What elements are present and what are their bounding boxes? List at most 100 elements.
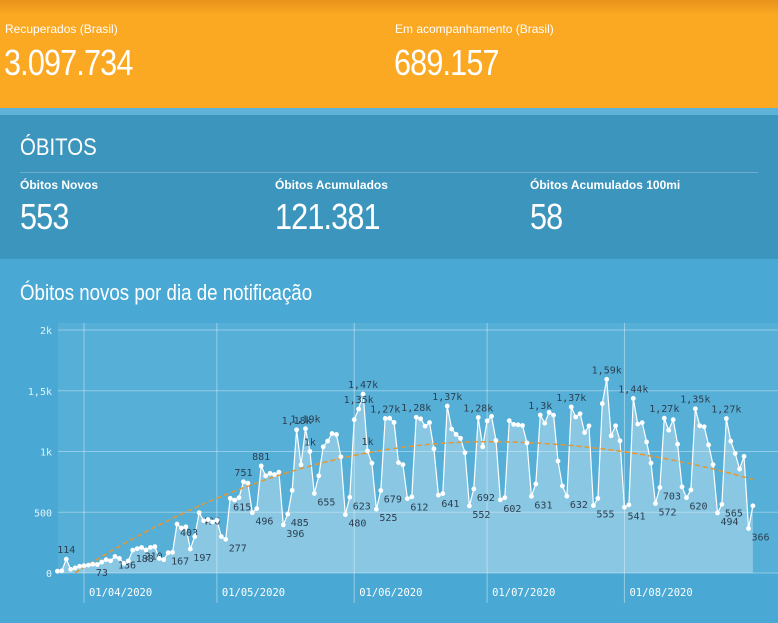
data-point: [63, 556, 69, 562]
data-point: [529, 493, 534, 499]
data-point: [639, 420, 645, 426]
data-point: [218, 534, 224, 539]
data-point: [675, 441, 680, 447]
data-point: [112, 554, 118, 559]
data-point: [679, 484, 685, 490]
data-label: 1,44k: [618, 384, 648, 395]
chart-title: Óbitos novos por dia de notificação: [20, 280, 313, 305]
data-point: [373, 506, 379, 512]
data-point: [316, 473, 322, 479]
data-point: [382, 416, 388, 421]
data-label: 612: [410, 503, 428, 514]
data-label: 485: [291, 518, 309, 529]
kpi-value: 553: [20, 196, 69, 237]
data-point: [254, 506, 260, 512]
data-point: [365, 448, 370, 454]
data-point: [90, 561, 96, 567]
data-point: [617, 438, 623, 444]
data-point: [86, 562, 91, 568]
data-point: [263, 473, 269, 479]
data-point: [289, 487, 295, 493]
data-label: 620: [689, 502, 707, 513]
y-tick-label: 1,5k: [28, 387, 52, 398]
data-point: [152, 544, 158, 550]
y-tick-label: 2k: [40, 326, 52, 337]
data-point: [555, 458, 561, 464]
data-point: [245, 480, 251, 486]
data-point: [613, 423, 618, 429]
data-point: [750, 503, 756, 509]
data-point: [533, 481, 539, 487]
data-label: 692: [477, 493, 495, 504]
data-point: [506, 418, 512, 424]
data-label: 403: [180, 528, 198, 539]
data-label: 602: [503, 504, 521, 515]
kpi-label: Em acompanhamento (Brasil): [395, 22, 554, 36]
data-label: 1,18k: [282, 416, 312, 427]
data-point: [338, 454, 344, 460]
data-point: [334, 432, 339, 437]
x-tick-label: 01/04/2020: [89, 587, 152, 599]
data-label: 277: [229, 543, 247, 554]
data-label: 1,59k: [592, 365, 622, 376]
data-point: [413, 414, 419, 420]
data-point: [422, 423, 428, 429]
data-point: [170, 549, 175, 555]
data-point: [431, 446, 437, 452]
data-point: [706, 442, 712, 448]
data-label: 366: [751, 533, 769, 544]
data-point: [444, 403, 450, 409]
data-point: [697, 423, 703, 429]
data-point: [573, 414, 579, 420]
data-label: 623: [353, 501, 371, 512]
data-point: [591, 503, 596, 508]
data-point: [688, 487, 694, 493]
data-label: 1k: [304, 437, 316, 448]
data-point: [387, 415, 393, 421]
data-point: [360, 391, 366, 397]
data-point: [94, 562, 100, 567]
data-point: [409, 494, 415, 500]
recovered-panel: [0, 0, 778, 108]
kpi-value: 58: [530, 196, 563, 237]
data-point: [205, 517, 211, 522]
data-point: [59, 568, 65, 574]
data-point: [564, 493, 570, 499]
data-label: 555: [596, 510, 614, 521]
data-label: 114: [57, 545, 75, 556]
section-title: ÓBITOS: [20, 134, 97, 161]
data-point: [139, 545, 144, 550]
series-line: [57, 379, 754, 572]
data-point: [396, 460, 401, 465]
data-label: 1,19k: [290, 415, 320, 426]
data-point: [715, 510, 720, 516]
data-point: [701, 424, 707, 430]
data-point: [148, 545, 153, 550]
data-point: [542, 420, 548, 426]
data-point: [489, 413, 494, 419]
data-label: 1,27k: [711, 405, 741, 416]
data-label: 615: [233, 502, 251, 513]
data-label: 1,27k: [649, 404, 679, 415]
data-point: [303, 426, 308, 432]
data-point: [511, 422, 517, 427]
data-point: [378, 488, 384, 493]
data-point: [356, 406, 362, 412]
data-point: [657, 485, 663, 490]
data-label: 541: [627, 511, 645, 522]
data-point: [595, 495, 601, 501]
data-point: [320, 444, 326, 450]
data-point: [249, 510, 255, 516]
data-point: [347, 494, 353, 500]
x-tick-label: 01/07/2020: [492, 587, 555, 599]
x-tick-label: 01/06/2020: [359, 587, 422, 599]
data-label: 1,35k: [680, 395, 710, 406]
data-point: [121, 560, 127, 566]
x-tick-label: 01/05/2020: [222, 587, 285, 599]
y-tick-label: 500: [34, 508, 52, 519]
data-label: 210: [145, 551, 163, 562]
data-point: [183, 524, 189, 530]
data-point: [498, 497, 503, 503]
